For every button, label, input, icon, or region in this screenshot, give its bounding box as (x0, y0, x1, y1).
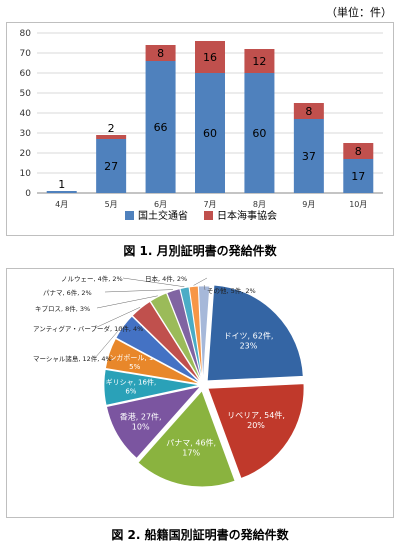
pie-slice (103, 368, 201, 406)
pie-slice (206, 284, 304, 382)
bar-segment (96, 139, 127, 193)
pie-slice-label: キプロス, 8件, 3% (35, 304, 90, 313)
pie-slice-label-pct: 20% (247, 421, 265, 430)
x-tick-label: 7月 (203, 200, 216, 209)
y-tick-label: 20 (20, 149, 32, 159)
bar-segment (244, 73, 275, 193)
pie-leader-line (193, 277, 208, 286)
pie-leader-line (94, 307, 141, 329)
bar-value-label: 17 (351, 170, 365, 183)
pie-slice-label: シンガポール, 14件, (102, 353, 167, 362)
x-tick-label: 5月 (105, 200, 118, 209)
bar-value-label: 16 (203, 51, 217, 64)
bar-value-label: 27 (104, 160, 118, 173)
y-tick-label: 10 (20, 169, 32, 179)
pie-slice-label: ドイツ, 62件, (224, 331, 274, 341)
bar-segment (343, 159, 374, 193)
pie-chart: ドイツ, 62件,23% リベリア, 54件,20% パナマ, 46件,17% 香港,… (33, 274, 305, 488)
pie-chart-panel: ドイツ, 62件, 23% リベリア, 54件, 20% パナマ, 46件, 17% 香港,… (6, 268, 394, 518)
legend-swatch (125, 211, 134, 220)
y-tick-label: 40 (20, 109, 32, 119)
bar-value-label: 8 (355, 145, 362, 158)
pie-chart-title: 図 2. 船籍国別証明書の発給件数 (111, 528, 289, 542)
y-tick-label: 70 (20, 49, 32, 59)
pie-slice (106, 385, 202, 459)
pie-slice-label-pct: 10% (132, 422, 150, 431)
pie-slice-label: アンティグア・バーブーダ, 10件, 4% (33, 324, 143, 333)
pie-slice-label-pct: 5% (129, 363, 140, 371)
pie-slice-label: リベリア, 54件, (227, 410, 285, 420)
y-tick-label: 30 (20, 129, 32, 139)
pie-slice (207, 383, 305, 479)
bar-segment (195, 73, 225, 193)
bar-chart: 0 10 20 30 40 50 60 70 80 1 4月 27 2 5月 66 8 6月 60 16 7月 60 12… (20, 29, 383, 222)
pie-leader-line (122, 277, 185, 288)
unit-label: （単位：件） (326, 6, 392, 19)
bar-value-label: 8 (157, 47, 164, 60)
bar-segment (293, 103, 324, 119)
pie-leader-line (96, 295, 158, 309)
y-tick-label: 0 (25, 189, 31, 199)
bar-segment (145, 61, 176, 193)
pie-slice-label: 日本, 4件, 2% (145, 274, 187, 283)
bar-segment (46, 191, 77, 193)
pie-leader-line (104, 289, 173, 293)
bar-value-label: 60 (203, 127, 217, 140)
pie-leader-line (94, 325, 123, 359)
pie-slice-label: パナマ, 6件, 2% (43, 288, 92, 297)
pie-slice-label: その他, 5件, 2% (207, 286, 256, 295)
pie-slice-label: パナマ, 46件, (166, 437, 216, 447)
bar-chart-panel: 0 10 20 30 40 50 60 70 80 1 4月 27 2 5月 66 8 6月 60 16 7月 60 12… (6, 22, 394, 236)
legend-label: 国土交通省 (138, 209, 188, 222)
pie-slice (137, 390, 236, 488)
pie-slice-label-pct: 23% (240, 342, 258, 351)
pie-slice-label: マーシャル諸島, 12件, 4% (33, 354, 112, 363)
pie-slice-label: ノルウェー, 4件, 2% (61, 274, 123, 283)
y-tick-label: 50 (20, 89, 32, 99)
x-tick-label: 6月 (154, 200, 167, 209)
pie-slice-label: 香港, 27件, (120, 411, 162, 421)
bar-value-label: 1 (58, 178, 65, 191)
bar-value-label: 37 (302, 150, 316, 163)
bar-value-label: 12 (252, 55, 266, 68)
bar-segment (343, 143, 374, 159)
pie-slice (104, 338, 201, 385)
bar-value-label: 66 (154, 121, 168, 134)
bar-segment (96, 135, 127, 139)
bar-value-label: 8 (305, 105, 312, 118)
y-tick-label: 60 (20, 69, 32, 79)
pie-slice-label-pct: 17% (182, 448, 200, 457)
x-tick-label: 4月 (55, 200, 68, 209)
x-tick-label: 8月 (253, 200, 266, 209)
legend-label: 日本海事協会 (217, 209, 277, 222)
pie-slice (115, 315, 201, 384)
pie-slice (149, 292, 203, 383)
bar-segment (145, 45, 176, 61)
bar-segment (195, 41, 225, 73)
bar-value-label: 60 (252, 127, 266, 140)
y-tick-label: 80 (20, 29, 32, 39)
x-tick-label: 9月 (302, 200, 315, 209)
bar-chart-title: 図 1. 月別証明書の発給件数 (123, 244, 277, 258)
pie-leader-line (203, 284, 206, 291)
x-tick-label: 10月 (349, 200, 367, 209)
bar-segment (293, 119, 324, 193)
pie-slice-label-pct: 6% (125, 388, 136, 396)
legend-swatch (204, 211, 213, 220)
pie-slice-label: ギリシャ, 16件, (106, 378, 157, 387)
bar-value-label: 2 (108, 122, 115, 135)
pie-slice (131, 300, 202, 383)
bar-segment (244, 49, 275, 73)
